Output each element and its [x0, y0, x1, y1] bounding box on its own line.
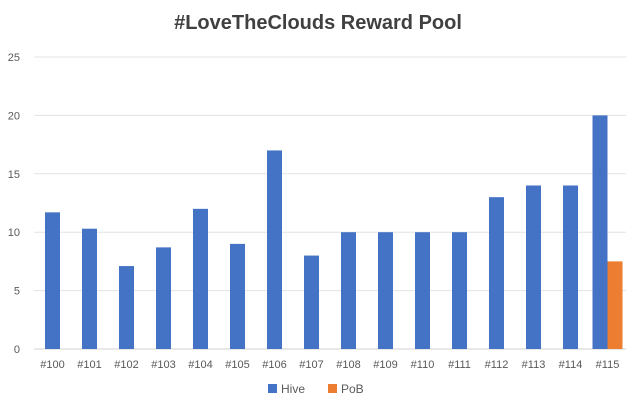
chart-title: #LoveTheClouds Reward Pool — [174, 12, 462, 34]
x-tick-label-115: #115 — [596, 359, 620, 371]
y-tick-label-20: 20 — [8, 110, 20, 122]
x-tick-label-105: #105 — [225, 359, 249, 371]
x-tick-label-101: #101 — [77, 359, 101, 371]
bar-hive-105 — [230, 243, 245, 349]
x-tick-label-112: #112 — [485, 359, 509, 371]
x-tick-label-109: #109 — [373, 359, 397, 371]
bar-hive-104 — [193, 208, 208, 349]
bar-hive-115 — [592, 115, 608, 350]
x-tick-label-110: #110 — [411, 359, 435, 371]
y-tick-label-10: 10 — [8, 227, 20, 239]
bar-hive-107 — [304, 255, 319, 349]
legend-swatch-pob — [328, 384, 337, 393]
bar-hive-109 — [378, 232, 393, 349]
bar-hive-113 — [526, 185, 541, 349]
x-tick-label-106: #106 — [262, 359, 286, 371]
legend-label-hive: Hive — [281, 382, 305, 396]
bar-hive-111 — [452, 232, 467, 349]
bar-hive-112 — [489, 197, 504, 349]
legend-label-pob: PoB — [341, 382, 364, 396]
bar-hive-114 — [563, 185, 578, 349]
y-tick-label-25: 25 — [8, 52, 20, 64]
x-tick-label-107: #107 — [299, 359, 323, 371]
bar-hive-102 — [119, 266, 134, 349]
x-tick-label-100: #100 — [40, 359, 64, 371]
x-tick-label-113: #113 — [522, 359, 546, 371]
x-tick-label-108: #108 — [336, 359, 360, 371]
bar-hive-101 — [82, 228, 97, 349]
x-tick-label-102: #102 — [114, 359, 138, 371]
y-tick-label-15: 15 — [8, 169, 20, 181]
bar-hive-110 — [415, 232, 430, 349]
x-tick-label-104: #104 — [188, 359, 212, 371]
legend-swatch-hive — [268, 384, 277, 393]
bar-hive-108 — [341, 232, 356, 349]
bar-hive-103 — [156, 247, 171, 349]
bar-hive-106 — [267, 150, 282, 349]
bar-pob-115 — [607, 261, 623, 349]
x-tick-label-111: #111 — [448, 359, 471, 371]
x-tick-label-114: #114 — [559, 359, 583, 371]
bar-hive-100 — [45, 212, 60, 349]
y-tick-label-5: 5 — [14, 286, 20, 298]
y-tick-label-0: 0 — [14, 344, 20, 356]
x-tick-label-103: #103 — [151, 359, 175, 371]
